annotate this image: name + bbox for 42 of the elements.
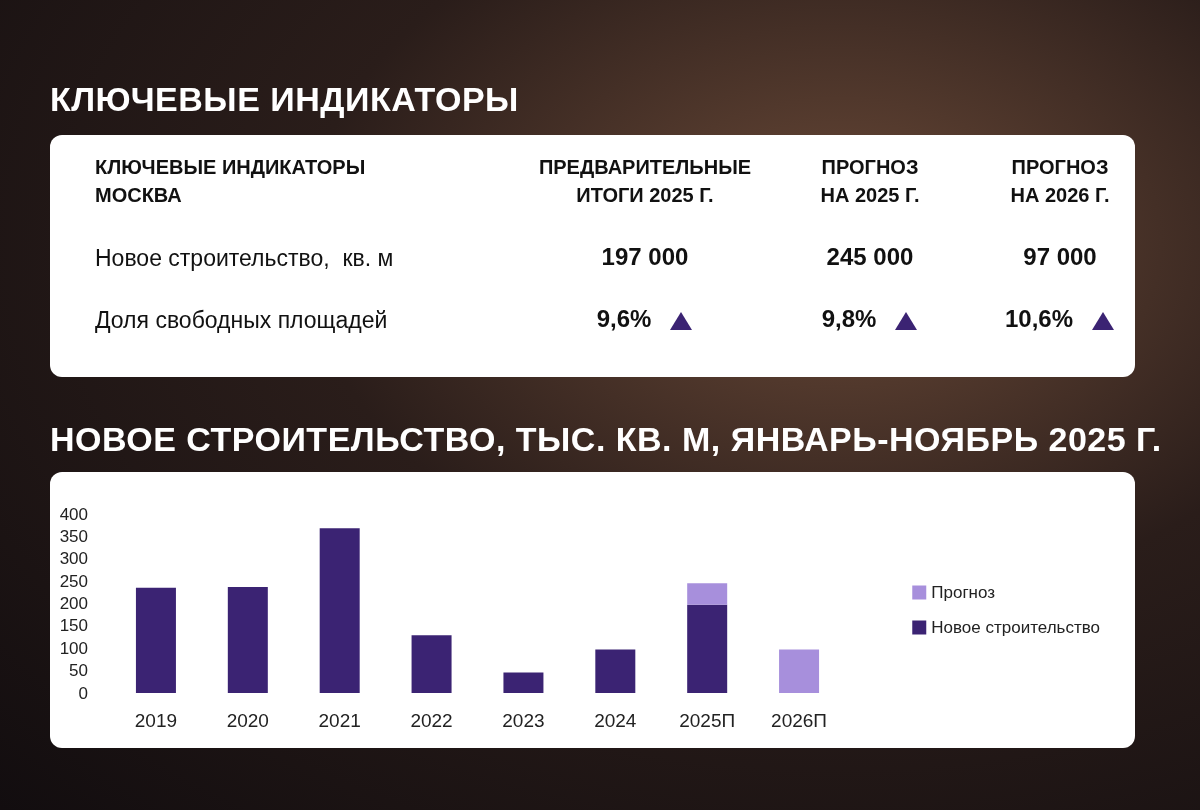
y-tick-label: 0: [78, 683, 88, 703]
category-label: ПРЕДВАРИТЕЛЬНЫЕ ИТОГИ 2025 Г.: [537, 155, 753, 208]
text: 197 000: [601, 243, 689, 270]
bar: [687, 583, 728, 605]
x-tick-label: 2026П: [771, 710, 828, 731]
x-tick-label: 2019: [134, 710, 178, 731]
y-tick-label: 400: [59, 504, 88, 524]
category-label: Новое строительство, кв. м: [95, 245, 394, 271]
bar: [687, 604, 728, 693]
category-label: ПРОГНОЗ НА 2025 Г.: [820, 156, 920, 206]
x-tick-label: 2025П: [679, 710, 736, 731]
category-label: Доля свободных площадей: [95, 307, 388, 333]
category-label: ПРОГНОЗ НА 2026 Г.: [1010, 156, 1110, 206]
y-tick-label: 300: [59, 549, 88, 569]
y-tick-label: 200: [59, 594, 88, 613]
bar: [411, 635, 452, 693]
y-tick-label: 250: [59, 571, 88, 591]
text: 245 000: [826, 243, 914, 270]
x-tick-label: 2021: [318, 710, 361, 731]
bar: [503, 672, 544, 693]
text: 9,6%: [596, 305, 652, 332]
x-tick-label: 2020: [226, 710, 269, 731]
y-tick-label: 150: [59, 616, 88, 636]
text: 97 000: [1023, 243, 1097, 270]
y-tick-label: 50: [69, 661, 88, 681]
x-tick-label: 2024: [594, 710, 637, 731]
bar: [595, 649, 636, 693]
chart-title: НОВОЕ СТРОИТЕЛЬСТВО, ТЫС. КВ. М, ЯНВАРЬ-НОЯБРЬ 2025 Г.: [50, 420, 1162, 459]
bar: [779, 649, 820, 693]
bar: [319, 528, 360, 693]
x-tick-label: 2023: [502, 710, 545, 731]
legend-label: Новое строительство: [931, 618, 1101, 637]
x-tick-label: 2022: [410, 710, 453, 731]
text: 10,6%: [1004, 305, 1074, 332]
legend-label: Прогноз: [931, 583, 996, 602]
y-tick-label: 100: [59, 638, 88, 658]
y-tick-label: 350: [59, 526, 88, 546]
text: КЛЮЧЕВЫЕ ИНДИКАТОРЫ: [50, 80, 519, 119]
category-label: КЛЮЧЕВЫЕ ИНДИКАТОРЫ МОСКВА: [95, 155, 367, 208]
text: 9,8%: [821, 305, 877, 332]
bar: [135, 587, 176, 693]
bar: [227, 586, 268, 693]
